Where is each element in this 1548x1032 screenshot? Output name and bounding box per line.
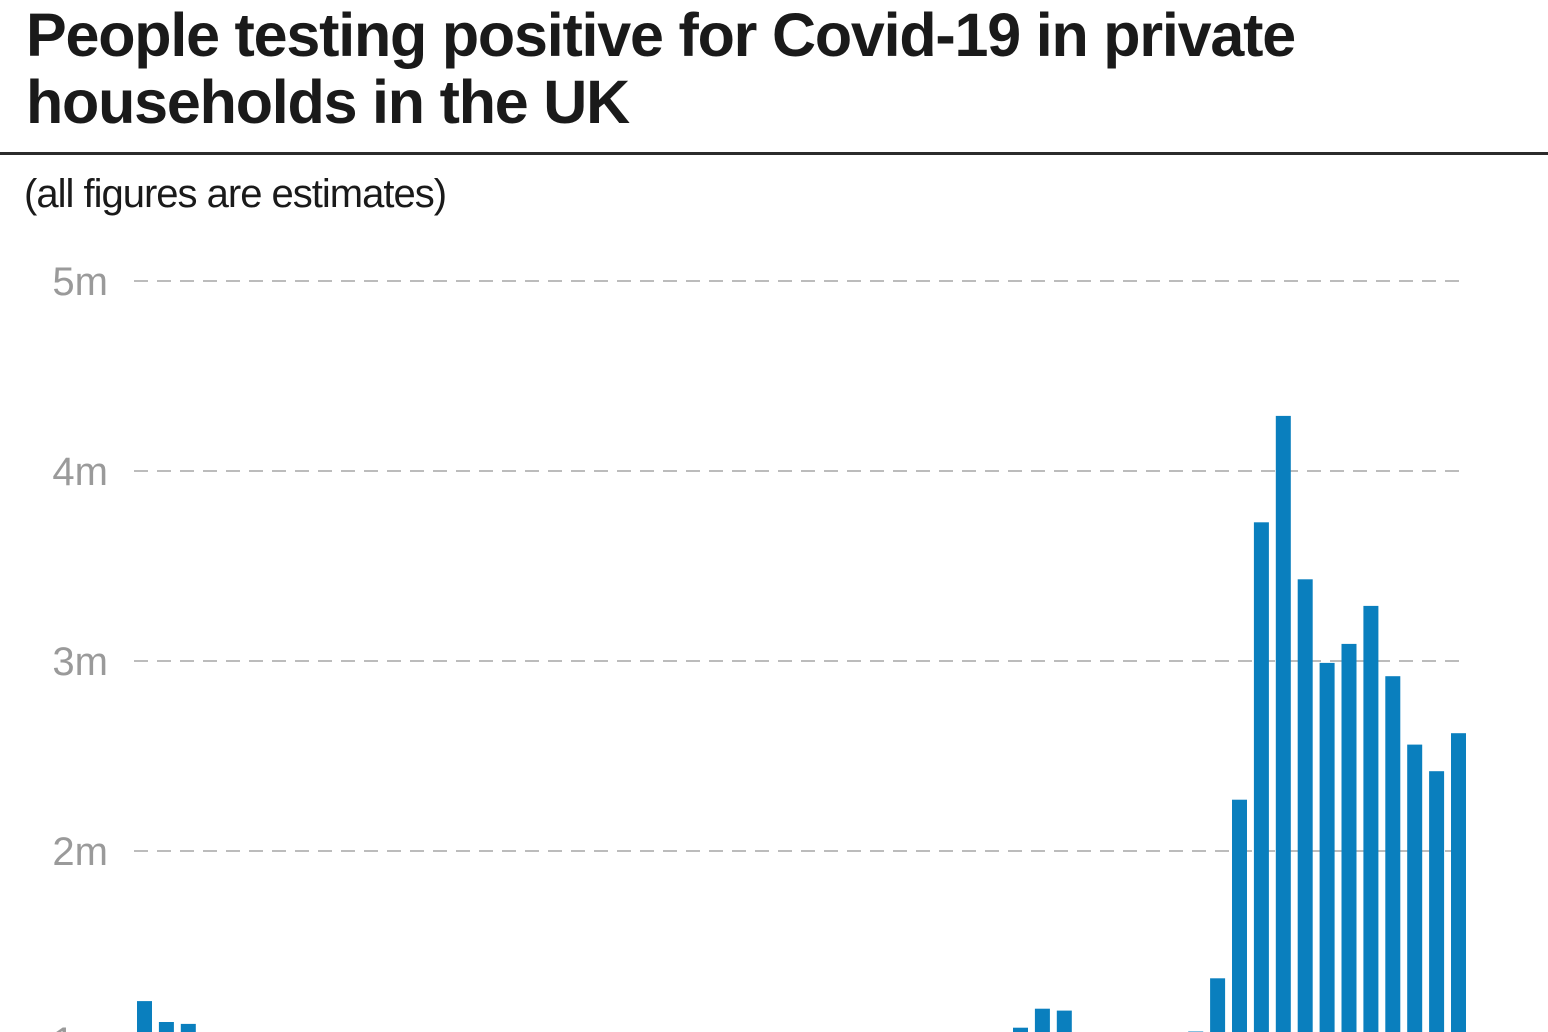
bar (1385, 676, 1401, 1032)
bar (1034, 1008, 1050, 1032)
bar (1319, 662, 1335, 1032)
y-tick-label-1m: 1m (52, 1020, 108, 1032)
y-tick-label-5m: 5m (52, 260, 108, 304)
bar (1253, 522, 1269, 1032)
bar (1275, 415, 1291, 1032)
bar (137, 1001, 152, 1032)
bar (1056, 1010, 1072, 1032)
chart-title: People testing positive for Covid-19 in … (26, 1, 1296, 136)
bar (1363, 605, 1379, 1032)
y-tick-label-4m: 4m (52, 450, 108, 494)
bar (1013, 1027, 1028, 1032)
chart-subtitle: (all figures are estimates) (24, 172, 447, 216)
bar (1451, 733, 1466, 1032)
bar (1297, 579, 1313, 1032)
bar (158, 1022, 174, 1032)
bar (1407, 744, 1423, 1032)
title-divider (0, 152, 1548, 155)
bar (1210, 978, 1226, 1032)
y-tick-label-2m: 2m (52, 830, 108, 874)
bar (1341, 643, 1357, 1032)
bar (1429, 771, 1445, 1032)
bar (180, 1023, 196, 1032)
y-tick-label-3m: 3m (52, 640, 108, 684)
bar (1232, 799, 1247, 1032)
